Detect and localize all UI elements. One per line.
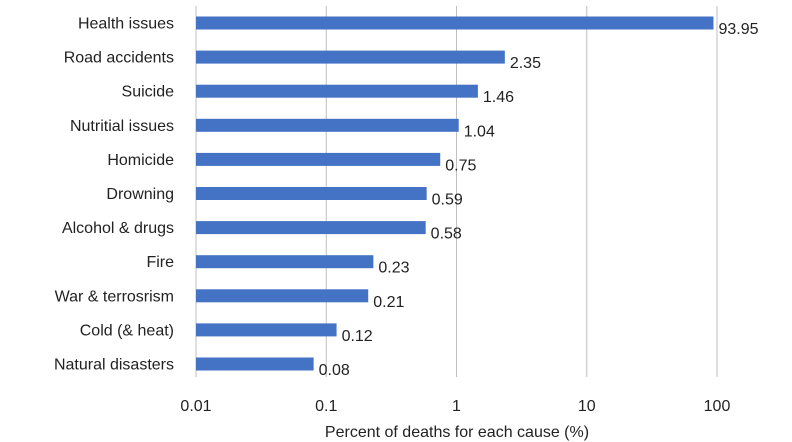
category-label: Nutritial issues — [70, 118, 174, 135]
bar — [196, 50, 505, 64]
category-label: Natural disasters — [54, 357, 174, 374]
category-label: Cold (& heat) — [80, 322, 174, 339]
x-tick-label: 10 — [578, 398, 596, 415]
category-label: Alcohol & drugs — [62, 220, 174, 237]
bar — [196, 357, 314, 371]
x-tick-label: 0.1 — [315, 398, 337, 415]
value-label: 1.46 — [483, 89, 514, 106]
x-axis-title: Percent of deaths for each cause (%) — [325, 424, 589, 441]
category-label: Suicide — [122, 84, 175, 101]
bar — [196, 84, 478, 98]
value-label: 1.04 — [464, 123, 495, 140]
labels: 0.01 0.1 1 10 100 Health issues 93.95 Road acci… — [54, 16, 759, 416]
category-label: Homicide — [107, 152, 174, 169]
bar — [196, 323, 337, 337]
bar — [196, 152, 441, 166]
bars — [196, 16, 714, 371]
category-label: Health issues — [78, 16, 174, 33]
value-label: 0.08 — [319, 362, 350, 379]
x-tick-label: 100 — [704, 398, 731, 415]
bar — [196, 221, 426, 235]
x-tick-label: 1 — [452, 398, 461, 415]
category-label: Drowning — [106, 186, 174, 203]
category-label: War & terrosrism — [55, 288, 174, 305]
value-label: 0.23 — [378, 260, 409, 277]
value-label: 0.12 — [342, 328, 373, 345]
bar — [196, 187, 427, 200]
value-label: 0.75 — [445, 157, 476, 174]
value-label: 0.59 — [432, 192, 463, 209]
value-label: 93.95 — [718, 21, 758, 38]
bar — [196, 289, 369, 303]
value-label: 0.58 — [431, 226, 462, 243]
bar — [196, 255, 374, 269]
category-label: Fire — [146, 254, 174, 271]
bar — [196, 118, 459, 132]
x-tick-label: 0.01 — [180, 398, 211, 415]
value-label: 0.21 — [373, 294, 404, 311]
value-label: 2.35 — [510, 55, 541, 72]
bar — [196, 16, 714, 30]
category-label: Road accidents — [64, 50, 174, 67]
